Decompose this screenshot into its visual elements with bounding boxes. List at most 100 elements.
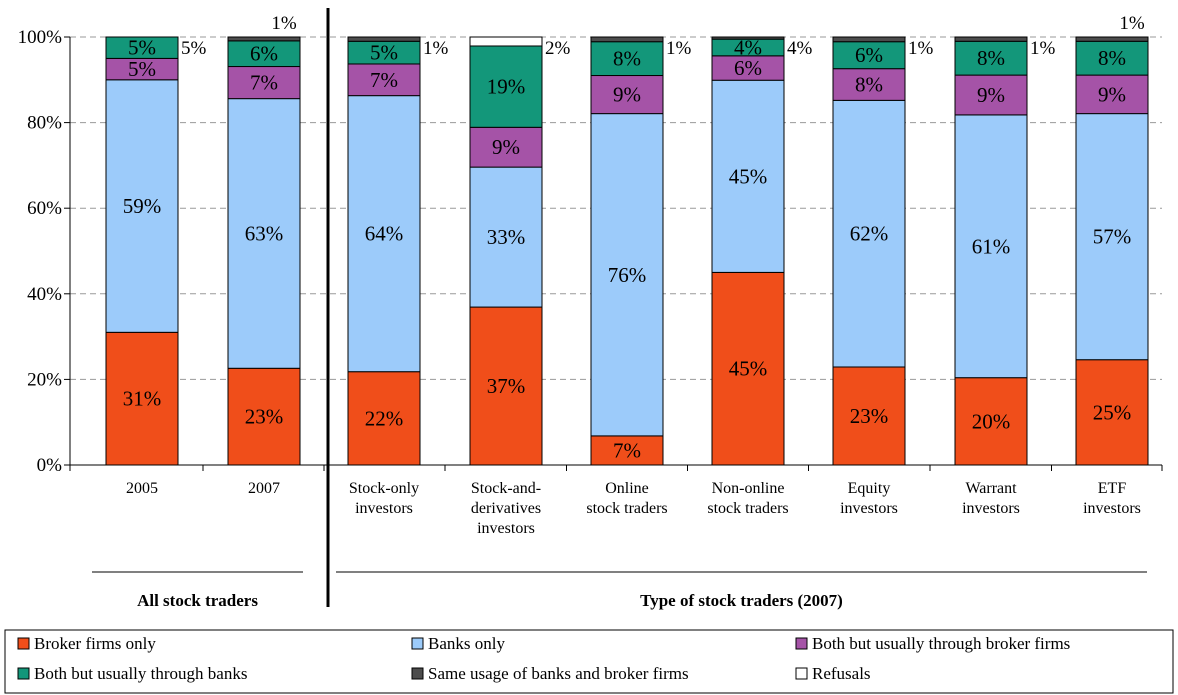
- data-label: 59%: [123, 194, 162, 218]
- data-label: 23%: [245, 405, 284, 429]
- bar-segment: [227, 36, 301, 42]
- legend-swatch: [411, 637, 424, 650]
- outside-data-label: 2%: [545, 38, 571, 59]
- data-label: 37%: [487, 374, 526, 398]
- data-label: 7%: [250, 71, 278, 95]
- bar-segment: [105, 331, 179, 466]
- bar-segment: [832, 366, 906, 466]
- data-label: 8%: [855, 73, 883, 97]
- bar-segment: [954, 36, 1028, 42]
- data-label: 61%: [972, 234, 1011, 258]
- data-label: 9%: [492, 135, 520, 159]
- outside-data-label: 1%: [423, 38, 449, 59]
- data-label: 33%: [487, 225, 526, 249]
- data-label: 7%: [370, 68, 398, 92]
- bar-segment: [590, 41, 664, 77]
- bar-segment: [347, 95, 421, 373]
- data-label: 23%: [850, 404, 889, 428]
- outside-data-label: 1%: [1030, 38, 1056, 59]
- legend-label: Banks only: [428, 634, 505, 653]
- bar-segment: [954, 74, 1028, 116]
- axes: 0% 20% 40% 60% 80% 100%: [18, 8, 1163, 607]
- legend-label: Same usage of banks and broker firms: [428, 664, 689, 683]
- bar-segment: [1075, 36, 1149, 42]
- category-label: Online stock traders: [586, 480, 667, 517]
- category-label: 2007: [248, 480, 280, 497]
- bar-segment: [832, 36, 906, 43]
- category-labels: 2005 2007 Stock-only investors Stock-and-der…: [126, 480, 1141, 537]
- outside-data-label: 1%: [908, 38, 934, 59]
- legend-label: Broker firms only: [34, 634, 156, 653]
- bar-segment: [469, 45, 543, 128]
- group-label: Type of stock traders (2007): [640, 591, 843, 610]
- data-label: 25%: [1093, 400, 1132, 424]
- legend-swatch: [795, 667, 808, 680]
- data-label: 63%: [245, 221, 284, 245]
- bars: 31% 23% 22% 37% 7% 45% 23% 20% 25% 59% 63% 64% 33% 76…: [105, 13, 1149, 466]
- data-label: 5%: [370, 41, 398, 65]
- data-label: 64%: [365, 222, 404, 246]
- legend-swatch: [411, 667, 424, 680]
- data-label: 6%: [855, 43, 883, 67]
- data-label: 45%: [729, 164, 768, 188]
- legend-swatch: [17, 667, 30, 680]
- category-label: Warrant investors: [962, 480, 1020, 517]
- bar-segment: [227, 40, 301, 68]
- outside-data-label: 1%: [271, 13, 297, 34]
- bar-segment: [469, 36, 543, 47]
- legend: Broker firms only Banks only Both but usua…: [4, 629, 1174, 694]
- data-label: 22%: [365, 406, 404, 430]
- category-label: Stock-only investors: [349, 480, 419, 517]
- data-label: 7%: [613, 438, 641, 462]
- data-label: 76%: [608, 263, 647, 287]
- y-tick-label: 80%: [27, 113, 62, 134]
- data-label: 5%: [128, 57, 156, 81]
- bar-segment: [590, 36, 664, 43]
- data-label: 8%: [1098, 46, 1126, 70]
- bar-segment: [347, 63, 421, 97]
- bar-segment: [954, 114, 1028, 379]
- bar-segment: [1075, 113, 1149, 361]
- bar-segment: [832, 68, 906, 101]
- group-label: All stock traders: [137, 591, 258, 610]
- category-label: Non-online stock traders: [707, 480, 788, 517]
- bar-segment: [954, 377, 1028, 466]
- bar-segment: [105, 36, 179, 59]
- legend-swatch: [795, 637, 808, 650]
- bar-segment: [711, 79, 785, 273]
- bar-segment: [105, 79, 179, 333]
- data-label: 8%: [613, 47, 641, 71]
- bar-segment: [954, 40, 1028, 76]
- bar-segment: [227, 98, 301, 369]
- category-label: Equity investors: [840, 480, 898, 517]
- y-tick-label: 20%: [27, 369, 62, 390]
- outside-data-label: 4%: [787, 38, 813, 59]
- outside-data-label: 5%: [181, 38, 207, 59]
- category-label: Stock-and-derivatives investors: [471, 480, 541, 537]
- bar-segment: [590, 113, 664, 437]
- data-label: 20%: [972, 409, 1011, 433]
- data-label: 5%: [128, 36, 156, 60]
- data-label: 62%: [850, 222, 889, 246]
- data-label: 9%: [977, 83, 1005, 107]
- bar-segment: [469, 166, 543, 308]
- legend-swatch: [17, 637, 30, 650]
- bar-segment: [711, 36, 785, 40]
- bar-segment: [1075, 74, 1149, 115]
- outside-data-label: 1%: [666, 38, 692, 59]
- legend-label: Refusals: [812, 664, 871, 683]
- data-label: 8%: [977, 46, 1005, 70]
- data-label: 31%: [123, 387, 162, 411]
- bar-segment: [227, 66, 301, 100]
- outside-data-label: 1%: [1119, 13, 1145, 34]
- category-label: ETF investors: [1083, 480, 1141, 517]
- y-tick-label: 60%: [27, 198, 62, 219]
- bar-segment: [711, 55, 785, 81]
- legend-label: Both but usually through banks: [34, 664, 247, 683]
- y-tick-label: 40%: [27, 284, 62, 305]
- bar-segment: [1075, 359, 1149, 466]
- category-label: 2005: [126, 480, 158, 497]
- y-tick-label: 100%: [18, 27, 63, 48]
- bar-segment: [832, 99, 906, 368]
